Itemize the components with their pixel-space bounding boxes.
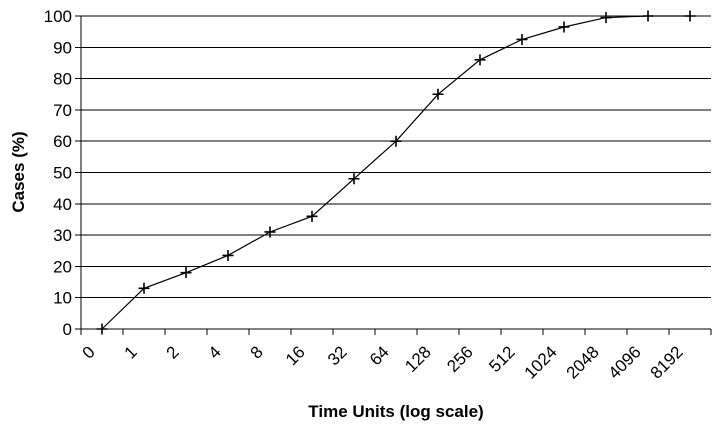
data-point-marker bbox=[474, 54, 486, 66]
y-tick-label: 10 bbox=[53, 289, 72, 308]
y-tick-label: 20 bbox=[53, 257, 72, 276]
data-point-marker bbox=[306, 210, 318, 222]
data-point-marker bbox=[642, 10, 654, 22]
y-tick-label: 40 bbox=[53, 195, 72, 214]
data-point-marker bbox=[432, 88, 444, 100]
x-tick-label: 1024 bbox=[521, 342, 561, 382]
y-axis-title: Cases (%) bbox=[9, 131, 28, 212]
x-tick-label: 2 bbox=[163, 342, 183, 362]
x-tick-label: 1 bbox=[121, 342, 141, 362]
data-point-marker bbox=[684, 10, 696, 22]
y-tick-label: 60 bbox=[53, 132, 72, 151]
y-tick-label: 100 bbox=[44, 7, 72, 26]
x-tick-label: 512 bbox=[485, 342, 518, 375]
x-tick-label: 32 bbox=[324, 342, 351, 369]
x-tick-label: 8192 bbox=[647, 342, 687, 382]
data-point-marker bbox=[222, 249, 234, 261]
x-tick-label: 64 bbox=[366, 342, 393, 369]
y-tick-label: 0 bbox=[63, 320, 72, 339]
data-point-marker bbox=[96, 323, 108, 335]
x-tick-label: 4096 bbox=[605, 342, 645, 382]
x-tick-label: 2048 bbox=[563, 342, 603, 382]
x-tick-label: 8 bbox=[247, 342, 267, 362]
data-point-marker bbox=[264, 226, 276, 238]
series-markers bbox=[96, 10, 696, 335]
x-axis-title: Time Units (log scale) bbox=[308, 402, 483, 421]
x-tick-label: 16 bbox=[282, 342, 309, 369]
data-point-marker bbox=[558, 21, 570, 33]
x-tick-label: 128 bbox=[401, 342, 434, 375]
data-point-marker bbox=[600, 12, 612, 24]
y-tick-label: 90 bbox=[53, 38, 72, 57]
axes bbox=[75, 15, 712, 335]
y-tick-label: 80 bbox=[53, 70, 72, 89]
data-point-marker bbox=[348, 173, 360, 185]
data-point-marker bbox=[390, 135, 402, 147]
gridlines bbox=[81, 15, 711, 299]
data-point-marker bbox=[180, 267, 192, 279]
x-tick-label: 4 bbox=[205, 342, 225, 362]
y-tick-label: 30 bbox=[53, 226, 72, 245]
x-tick-label: 0 bbox=[79, 342, 99, 362]
y-tick-label: 50 bbox=[53, 164, 72, 183]
x-tick-label: 256 bbox=[443, 342, 476, 375]
data-point-marker bbox=[138, 282, 150, 294]
data-point-marker bbox=[516, 33, 528, 45]
y-tick-label: 70 bbox=[53, 101, 72, 120]
